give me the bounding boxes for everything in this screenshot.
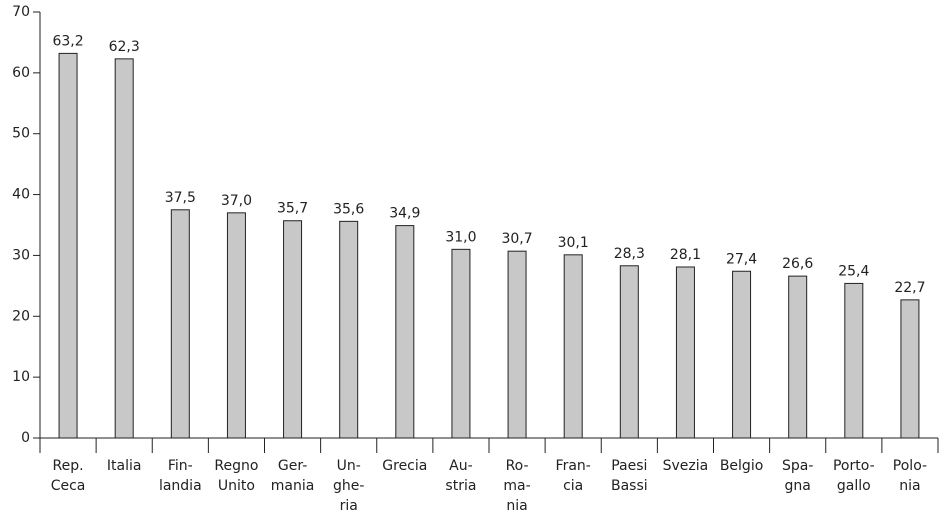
value-label: 27,4 (726, 251, 757, 267)
value-label: 25,4 (838, 263, 869, 279)
value-label: 31,0 (445, 229, 476, 245)
x-tick-label: Ger-mania (271, 458, 315, 494)
value-label: 62,3 (109, 39, 140, 55)
x-tick-label: Rep. Ceca (51, 458, 86, 494)
label-line: ma- (503, 478, 530, 494)
x-tick-label: Paesi Bassi (611, 458, 648, 494)
label-line: Polo- (893, 458, 927, 474)
y-tick-label: 20 (12, 308, 30, 324)
value-label: 28,3 (614, 246, 645, 262)
label-line: nia (899, 478, 920, 494)
value-label: 28,1 (670, 247, 701, 263)
label-line: Fran- (556, 458, 591, 474)
x-tick-label: Au-stria (445, 458, 476, 494)
value-label: 30,7 (501, 231, 532, 247)
x-tick-label: Porto-gallo (833, 458, 875, 494)
value-label: 37,5 (165, 190, 196, 206)
x-tick-label: Fran-cia (556, 458, 591, 494)
label-line: gallo (837, 478, 871, 494)
bar (283, 220, 303, 439)
label-line: Ro- (506, 458, 529, 474)
label-line: cia (563, 478, 583, 494)
bar (619, 265, 639, 439)
y-tick-label: 60 (12, 65, 30, 81)
label-line: Au- (449, 458, 473, 474)
value-label: 37,0 (221, 193, 252, 209)
label-line: Ceca (51, 478, 86, 494)
x-tick-label: Svezia (663, 458, 709, 474)
y-tick-label: 50 (12, 126, 30, 142)
x-tick-label: Ro-ma-nia (503, 458, 530, 514)
label-line: Fin- (168, 458, 193, 474)
bar (507, 250, 527, 439)
bar (900, 299, 920, 439)
bar (563, 254, 583, 439)
x-tick-label: Italia (107, 458, 142, 474)
y-tick-label: 40 (12, 187, 30, 203)
x-tick-label: Spa-gna (782, 458, 813, 494)
bar (170, 209, 190, 439)
bar (339, 220, 359, 439)
x-tick-label: Fin-landia (159, 458, 202, 494)
bar (226, 212, 246, 439)
label-line: mania (271, 478, 315, 494)
value-label: 26,6 (782, 256, 813, 272)
label-line: Porto- (833, 458, 875, 474)
bar (675, 266, 695, 439)
label-line: Ger- (278, 458, 307, 474)
bar (58, 52, 78, 439)
bar (451, 248, 471, 439)
value-label: 35,7 (277, 201, 308, 217)
label-line: Spa- (782, 458, 813, 474)
label-line: Unito (218, 478, 255, 494)
value-label: 22,7 (894, 280, 925, 296)
bar (114, 58, 134, 439)
value-label: 34,9 (389, 206, 420, 222)
label-line: Bassi (611, 478, 648, 494)
value-label: 35,6 (333, 201, 364, 217)
bar (844, 282, 864, 439)
value-label: 30,1 (558, 235, 589, 251)
y-tick-label: 70 (12, 4, 30, 20)
label-line: Un- (337, 458, 361, 474)
bar (395, 225, 415, 439)
label-line: ria (340, 498, 358, 514)
label-line: stria (445, 478, 476, 494)
y-tick-label: 0 (21, 430, 30, 446)
y-tick-label: 10 (12, 369, 30, 385)
label-line: landia (159, 478, 202, 494)
bar (732, 270, 752, 439)
x-tick-label: Un-ghe-ria (333, 458, 364, 514)
x-tick-label: Grecia (382, 458, 427, 474)
label-line: nia (506, 498, 527, 514)
label-line: Regno (214, 458, 258, 474)
label-line: gna (785, 478, 811, 494)
x-tick-label: Regno Unito (214, 458, 258, 494)
y-tick-label: 30 (12, 247, 30, 263)
bar (788, 275, 808, 439)
label-line: Rep. (53, 458, 84, 474)
x-tick-label: Polo-nia (893, 458, 927, 494)
x-tick-label: Belgio (720, 458, 763, 474)
label-line: ghe- (333, 478, 364, 494)
label-line: Paesi (611, 458, 647, 474)
value-label: 63,2 (52, 33, 83, 49)
